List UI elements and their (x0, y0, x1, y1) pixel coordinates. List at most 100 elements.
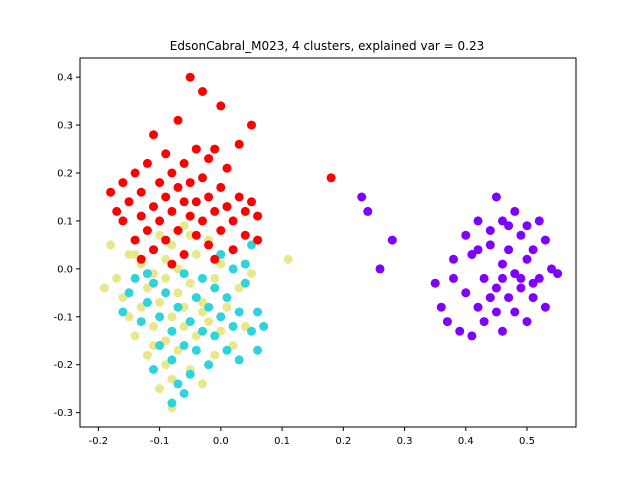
data-point (161, 254, 171, 264)
data-point (118, 216, 128, 226)
data-point (179, 341, 189, 350)
data-point (528, 245, 538, 255)
data-point (498, 259, 507, 269)
data-point (247, 269, 256, 279)
data-point (210, 273, 220, 283)
data-point (142, 269, 152, 279)
data-point (173, 379, 183, 389)
data-point (173, 345, 183, 355)
data-point (161, 336, 171, 346)
data-point (173, 226, 183, 235)
data-point (234, 283, 244, 293)
data-point (210, 144, 220, 154)
data-point (467, 250, 477, 259)
data-point (357, 192, 367, 202)
data-point (173, 264, 183, 274)
data-point (387, 235, 397, 245)
data-point (510, 307, 520, 317)
data-point (191, 293, 201, 303)
data-point (191, 144, 201, 154)
plot-frame (79, 57, 577, 428)
data-point (191, 197, 201, 207)
data-point (228, 264, 238, 274)
data-point (479, 273, 489, 283)
data-point (222, 293, 232, 303)
data-point (498, 326, 507, 336)
data-point (210, 254, 220, 264)
data-point (247, 197, 256, 207)
points-layer (100, 72, 563, 413)
y-tick-label: 0.4 (57, 73, 73, 84)
data-point (222, 202, 232, 212)
data-point (204, 240, 214, 250)
data-point (173, 288, 183, 298)
data-point (100, 283, 109, 293)
data-point (253, 345, 263, 355)
data-point (179, 269, 189, 279)
data-point (553, 269, 563, 279)
x-tick-label: 0.0 (213, 436, 229, 447)
data-point (198, 216, 207, 226)
chart-title: EdsonCabral_M023, 4 clusters, explained … (170, 39, 485, 53)
data-point (516, 273, 526, 283)
data-point (155, 384, 165, 394)
data-point (118, 293, 128, 303)
data-point (528, 293, 538, 303)
x-axis: -0.2 -0.1 0.0 0.1 0.2 0.3 0.4 0.5 (89, 427, 535, 447)
data-point (149, 365, 158, 374)
data-point (167, 312, 177, 322)
data-point (534, 216, 544, 226)
data-point (130, 168, 140, 178)
data-point (155, 312, 165, 322)
data-point (185, 317, 195, 327)
data-point (473, 216, 483, 226)
data-point (455, 326, 465, 336)
data-point (228, 321, 238, 331)
data-point (155, 341, 165, 350)
data-point (106, 187, 116, 197)
data-point (467, 331, 477, 341)
data-point (191, 250, 201, 259)
x-tick-label: 0.3 (397, 436, 413, 447)
data-point (204, 154, 214, 164)
data-point (473, 245, 483, 255)
data-point (167, 259, 177, 269)
data-point (204, 302, 214, 312)
data-point (240, 206, 250, 216)
x-tick-label: 0.2 (335, 436, 351, 447)
data-point (253, 235, 263, 245)
data-point (161, 273, 171, 283)
data-point (210, 331, 220, 341)
y-tick-label: -0.3 (53, 408, 73, 419)
data-point (449, 254, 458, 264)
y-tick-label: -0.1 (53, 312, 73, 323)
data-point (142, 283, 152, 293)
data-point (161, 235, 171, 245)
data-point (449, 273, 458, 283)
data-point (198, 379, 207, 389)
data-point (130, 250, 140, 259)
data-point (498, 216, 507, 226)
data-point (375, 264, 385, 274)
data-point (485, 240, 495, 250)
data-point (161, 192, 171, 202)
data-point (167, 326, 177, 336)
data-point (179, 321, 189, 331)
data-point (222, 302, 232, 312)
data-point (185, 369, 195, 379)
data-point (216, 226, 226, 235)
data-point (216, 250, 226, 259)
data-point (112, 206, 122, 216)
data-point (491, 192, 501, 202)
data-point (216, 259, 226, 269)
data-point (461, 288, 471, 298)
x-tick-label: 0.4 (458, 436, 474, 447)
x-tick-label: 0.1 (274, 436, 290, 447)
data-point (167, 206, 177, 216)
data-point (240, 278, 250, 288)
data-point (191, 331, 201, 341)
data-point (130, 331, 140, 341)
data-point (528, 278, 538, 288)
